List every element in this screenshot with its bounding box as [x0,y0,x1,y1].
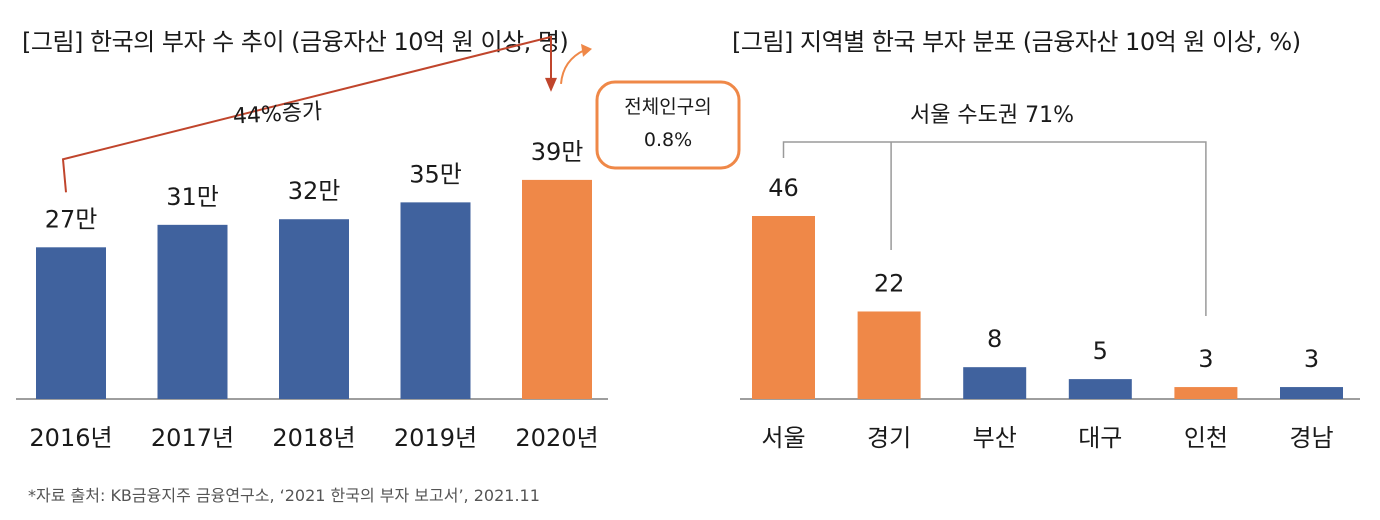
population-callout-box [595,80,741,170]
category-2019년: 2019년 [394,424,477,452]
callout-pointer [560,48,586,84]
right-chart-title: [그림] 지역별 한국 부자 분포 (금융자산 10억 원 이상, %) [732,28,1301,56]
capital-area-annotation: 서울 수도권 71% [910,103,1074,128]
category-인천: 인천 [1184,424,1228,452]
data-label-2018년: 32만 [288,177,341,205]
callout-text-line1: 전체인구의 [624,96,711,118]
growth-arrowhead [545,77,557,92]
data-label-2016년: 27만 [45,205,98,233]
data-label-2017년: 31만 [166,183,219,211]
bar-인천 [1174,387,1238,399]
data-label-경남: 3 [1304,345,1319,373]
category-서울: 서울 [761,424,805,452]
left-chart-plot: 27만 2016년 31만 2017년 32만 2018년 35만 2019년 39만 2020년… [16,35,741,452]
bar-2019년 [400,202,471,399]
category-대구: 대구 [1078,424,1122,452]
callout-text-line2: 0.8% [644,129,692,151]
data-label-부산: 8 [987,325,1002,353]
left-chart-title: [그림] 한국의 부자 수 추이 (금융자산 10억 원 이상, 명) [22,28,569,56]
data-label-경기: 22 [874,269,905,297]
bar-2018년 [279,219,349,399]
category-2018년: 2018년 [272,424,355,452]
bar-경기 [857,311,921,399]
capital-area-bracket [782,141,1207,316]
bar-서울 [752,216,815,399]
data-label-인천: 3 [1198,345,1213,373]
category-경남: 경남 [1289,424,1333,452]
bar-2020년 [522,179,592,399]
bar-경남 [1280,387,1343,399]
category-2017년: 2017년 [151,424,234,452]
growth-arrow [61,35,552,193]
bar-2016년 [36,247,106,399]
bar-2017년 [157,224,228,399]
data-label-2019년: 35만 [409,160,462,188]
right-chart-plot: 서울 수도권 71% 46 서울 22 경기 8 부산 5 대구 3 인천 3 경남 [740,103,1360,452]
callout-pointer-head [581,43,592,57]
bar-부산 [963,367,1027,399]
source-footnote: *자료 출처: KB금융지주 금융연구소, ‘2021 한국의 부자 보고서’,… [28,486,540,505]
category-2020년: 2020년 [515,424,598,452]
bar-대구 [1068,379,1132,399]
category-경기: 경기 [867,424,911,452]
data-label-2020년: 39만 [531,138,584,166]
growth-annotation: 44%증가 [232,99,323,129]
category-부산: 부산 [973,424,1017,452]
data-label-서울: 46 [768,174,799,202]
category-2016년: 2016년 [29,424,112,452]
data-label-대구: 5 [1093,337,1108,365]
